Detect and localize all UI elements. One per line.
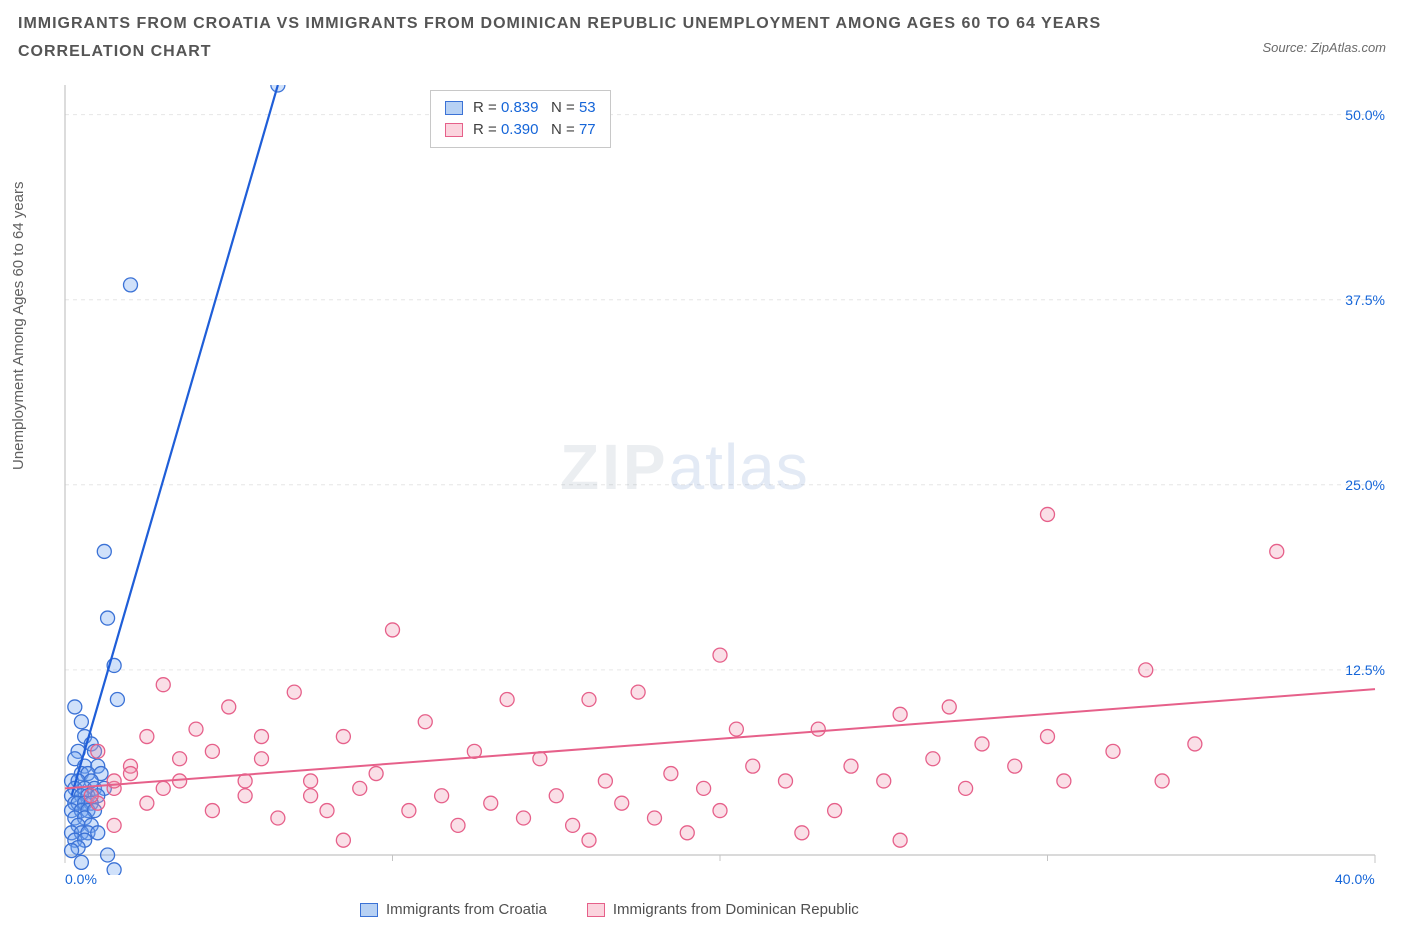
y-tick-label: 25.0% xyxy=(1325,477,1385,493)
chart-title-line1: IMMIGRANTS FROM CROATIA VS IMMIGRANTS FR… xyxy=(18,10,1388,38)
stats-r-value: 0.839 xyxy=(501,99,539,116)
stats-swatch xyxy=(445,101,463,115)
stats-n-value: 53 xyxy=(579,99,596,116)
stats-r-label: R = xyxy=(473,99,497,116)
legend-swatch xyxy=(360,903,378,917)
bottom-legend: Immigrants from Croatia Immigrants from D… xyxy=(360,901,899,918)
x-tick-label: 40.0% xyxy=(1335,871,1375,887)
scatter-chart-svg xyxy=(55,85,1385,875)
stats-legend: R = 0.839 N = 53R = 0.390 N = 77 xyxy=(430,90,611,148)
stats-r-label: R = xyxy=(473,121,497,138)
chart-title-line2: CORRELATION CHART xyxy=(18,38,1388,66)
source-attribution: Source: ZipAtlas.com xyxy=(1262,40,1386,55)
stats-n-label: N = xyxy=(551,99,575,116)
y-axis-label: Unemployment Among Ages 60 to 64 years xyxy=(10,181,27,470)
stats-row: R = 0.390 N = 77 xyxy=(445,119,596,141)
stats-row: R = 0.839 N = 53 xyxy=(445,97,596,119)
stats-n-value: 77 xyxy=(579,121,596,138)
legend-item: Immigrants from Croatia xyxy=(360,901,547,918)
chart-title-block: IMMIGRANTS FROM CROATIA VS IMMIGRANTS FR… xyxy=(18,10,1388,66)
legend-item: Immigrants from Dominican Republic xyxy=(587,901,859,918)
y-tick-label: 12.5% xyxy=(1325,662,1385,678)
legend-swatch xyxy=(587,903,605,917)
y-tick-label: 50.0% xyxy=(1325,107,1385,123)
legend-label: Immigrants from Croatia xyxy=(386,901,547,918)
chart-area xyxy=(55,85,1385,875)
x-tick-label: 0.0% xyxy=(65,871,97,887)
y-tick-label: 37.5% xyxy=(1325,292,1385,308)
stats-n-label: N = xyxy=(551,121,575,138)
legend-label: Immigrants from Dominican Republic xyxy=(613,901,859,918)
stats-r-value: 0.390 xyxy=(501,121,539,138)
stats-swatch xyxy=(445,123,463,137)
